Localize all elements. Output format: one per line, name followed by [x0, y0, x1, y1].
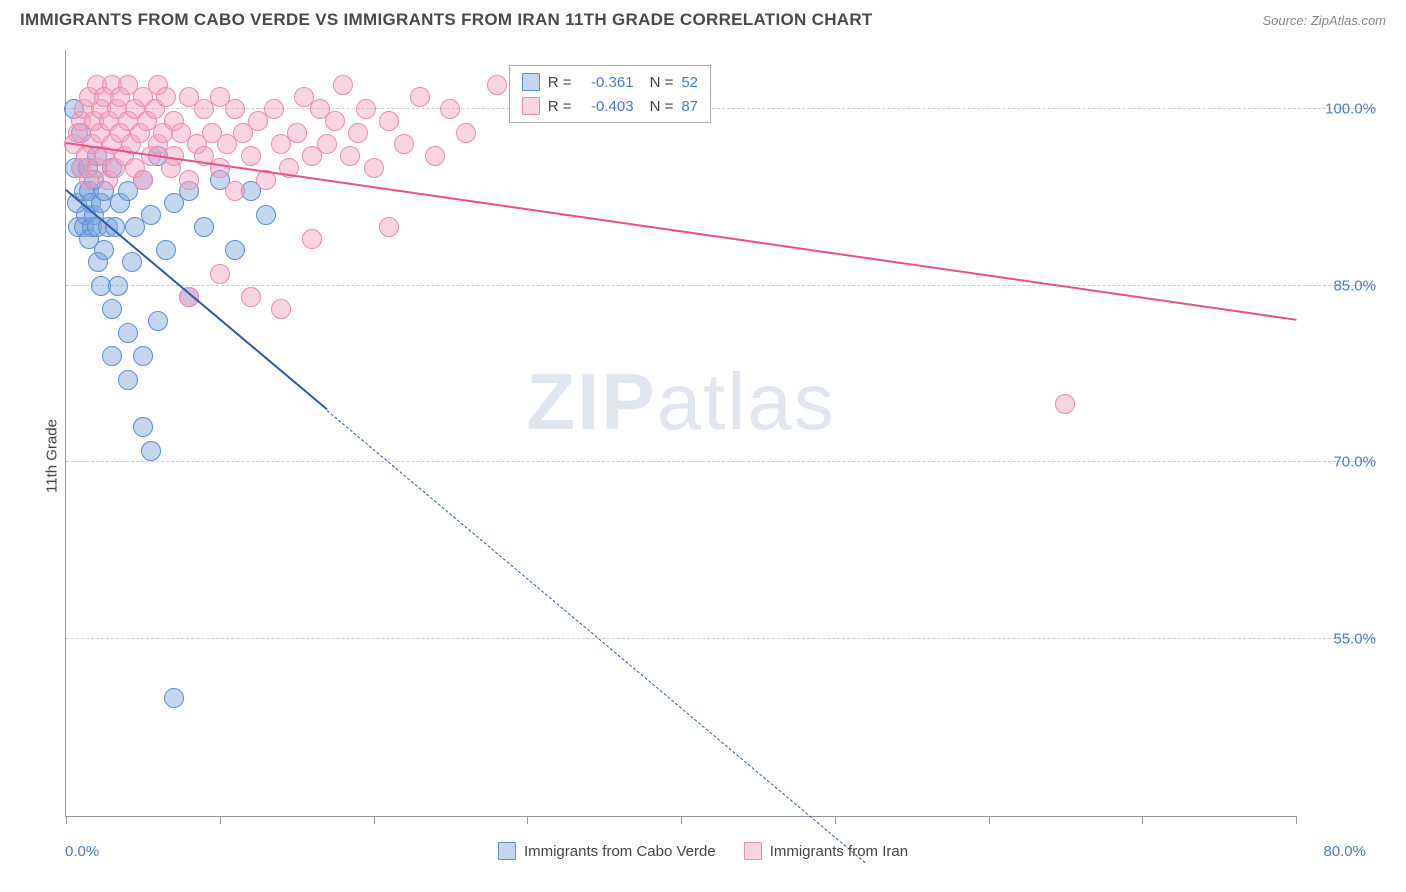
legend-n-value: 87 [681, 98, 698, 115]
series-name: Immigrants from Iran [770, 843, 908, 860]
data-point [440, 99, 460, 119]
x-tick [681, 816, 682, 824]
legend-row: R = -0.403 N = 87 [522, 97, 698, 115]
data-point [164, 688, 184, 708]
data-point [241, 287, 261, 307]
x-axis-max-label: 80.0% [1323, 843, 1366, 860]
data-point [256, 205, 276, 225]
x-tick [66, 816, 67, 824]
legend-row: R = -0.361 N = 52 [522, 73, 698, 91]
data-point [317, 134, 337, 154]
plot-area: ZIPatlas 55.0%70.0%85.0%100.0%R =-0.361N… [65, 50, 1296, 817]
legend-swatch [498, 842, 516, 860]
x-tick [527, 816, 528, 824]
regression-line [327, 410, 866, 863]
legend-swatch [744, 842, 762, 860]
data-point [194, 217, 214, 237]
data-point [210, 264, 230, 284]
data-point [179, 170, 199, 190]
gridline [66, 461, 1376, 462]
bottom-legend-item: Immigrants from Iran [744, 842, 908, 860]
data-point [133, 417, 153, 437]
data-point [379, 111, 399, 131]
y-axis-label: 11th Grade [43, 419, 60, 493]
bottom-legend-item: Immigrants from Cabo Verde [498, 842, 716, 860]
data-point [141, 205, 161, 225]
gridline [66, 285, 1376, 286]
chart-title: IMMIGRANTS FROM CABO VERDE VS IMMIGRANTS… [20, 10, 873, 30]
data-point [456, 123, 476, 143]
y-tick-label: 55.0% [1306, 631, 1376, 648]
data-point [287, 123, 307, 143]
data-point [487, 75, 507, 95]
data-point [364, 158, 384, 178]
data-point [156, 240, 176, 260]
x-axis-min-label: 0.0% [65, 843, 99, 860]
gridline [66, 108, 1376, 109]
data-point [141, 441, 161, 461]
data-point [118, 323, 138, 343]
legend-n-label: N = [650, 98, 674, 115]
gridline [66, 638, 1376, 639]
data-point [425, 146, 445, 166]
data-point [225, 181, 245, 201]
chart-container: 11th Grade ZIPatlas 55.0% 70.0% 85.0% 100.0… [20, 40, 1386, 872]
series-name: Immigrants from Cabo Verde [524, 843, 716, 860]
x-tick [220, 816, 221, 824]
data-point [102, 346, 122, 366]
data-point [133, 346, 153, 366]
data-point [271, 299, 291, 319]
x-tick [1142, 816, 1143, 824]
legend-r-value: -0.361 [580, 74, 634, 91]
legend-r-label: R = [548, 74, 572, 91]
data-point [108, 276, 128, 296]
data-point [394, 134, 414, 154]
x-tick [374, 816, 375, 824]
legend-r-value: -0.403 [580, 98, 634, 115]
legend-swatch [522, 97, 540, 115]
y-tick-label: 70.0% [1306, 454, 1376, 471]
data-point [325, 111, 345, 131]
x-tick [1296, 816, 1297, 824]
data-point [379, 217, 399, 237]
data-point [410, 87, 430, 107]
data-point [148, 311, 168, 331]
x-tick [835, 816, 836, 824]
y-tick-label: 85.0% [1306, 277, 1376, 294]
correlation-legend: R = -0.361 N = 52 R = -0.403 N = 87 [509, 65, 711, 123]
watermark: ZIPatlas [526, 356, 835, 448]
data-point [225, 99, 245, 119]
data-point [94, 240, 114, 260]
data-point [333, 75, 353, 95]
data-point [340, 146, 360, 166]
data-point [241, 146, 261, 166]
data-point [1055, 394, 1075, 414]
data-point [348, 123, 368, 143]
data-point [356, 99, 376, 119]
data-point [102, 299, 122, 319]
legend-swatch [522, 73, 540, 91]
x-tick [989, 816, 990, 824]
data-point [210, 158, 230, 178]
source-label: Source: ZipAtlas.com [1262, 13, 1386, 28]
data-point [118, 370, 138, 390]
data-point [122, 252, 142, 272]
legend-n-value: 52 [681, 74, 698, 91]
y-tick-label: 100.0% [1306, 100, 1376, 117]
data-point [133, 170, 153, 190]
data-point [302, 229, 322, 249]
data-point [156, 87, 176, 107]
legend-r-label: R = [548, 98, 572, 115]
bottom-legend: Immigrants from Cabo Verde Immigrants fro… [498, 842, 908, 860]
legend-n-label: N = [650, 74, 674, 91]
data-point [225, 240, 245, 260]
data-point [264, 99, 284, 119]
